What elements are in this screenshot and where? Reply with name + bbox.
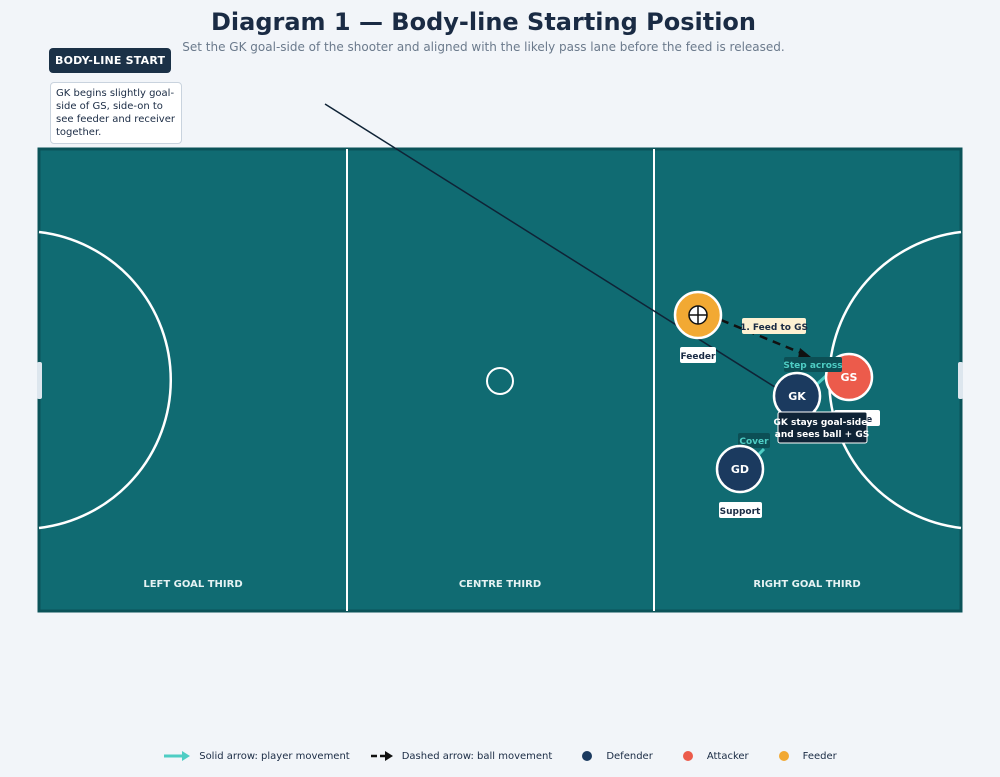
- gs-player-label: GS: [841, 371, 858, 384]
- solid-arrow-icon: [164, 751, 191, 761]
- legend-feeder-label: Feeder: [802, 750, 837, 762]
- gk-tag-line-2: and sees ball + GS: [775, 430, 869, 440]
- gk-tag-line-1: GK stays goal-side: [774, 418, 868, 428]
- legend-attacker-label: Attacker: [706, 750, 749, 762]
- callout-badge: BODY-LINE START: [49, 48, 172, 73]
- legend-ball-movement-label: Dashed arrow: ball movement: [401, 750, 553, 762]
- legend-defender-label: Defender: [606, 750, 653, 762]
- legend-defender: Defender: [572, 750, 653, 762]
- diagram-subtitle: Set the GK goal-side of the shooter and …: [182, 40, 785, 54]
- gk-player-label: GK: [788, 390, 806, 403]
- gd-player[interactable]: [715, 444, 765, 494]
- legend-player-movement: Solid arrow: player movement: [163, 750, 350, 762]
- ball-movement-arrow: [720, 318, 807, 357]
- ball-arrow-head: [798, 348, 811, 358]
- cover-annotation-box: [738, 433, 770, 448]
- attacker-dot-icon: [682, 751, 693, 761]
- centre-circle: [486, 367, 514, 395]
- gd-tag: Support: [720, 507, 761, 517]
- legend-player-movement-label: Solid arrow: player movement: [199, 750, 350, 762]
- third-label-left: LEFT GOAL THIRD: [143, 579, 242, 590]
- feeder-dot-icon: [778, 751, 789, 761]
- third-label-right: RIGHT GOAL THIRD: [753, 579, 860, 590]
- callout-note: GK begins slightly goal-side of GS, side…: [50, 82, 182, 144]
- legend-attacker: Attacker: [673, 751, 749, 762]
- legend: Solid arrow: player movement Dashed arro…: [0, 750, 1000, 762]
- feed-annotation-box: [742, 318, 806, 334]
- feed-annotation: 1. Feed to GS: [740, 323, 808, 333]
- feeder-tag-box: [680, 347, 716, 363]
- dashed-arrow-icon: [370, 751, 393, 761]
- gd-tag-box: [719, 502, 762, 518]
- third-label-centre: CENTRE THIRD: [459, 579, 541, 590]
- diagram-title: Diagram 1 — Body-line Starting Position: [210, 8, 757, 36]
- cover-annotation: Cover: [739, 437, 769, 447]
- step-annotation: Step across: [783, 361, 842, 371]
- feeder-tag: Feeder: [681, 352, 717, 362]
- defender-dot-icon: [582, 751, 593, 761]
- legend-ball-movement: Dashed arrow: ball movement: [370, 750, 553, 762]
- left-goal-circle: [38, 230, 172, 530]
- gk-tag: GK stays goal-side and sees ball + GS: [774, 418, 871, 440]
- step-annotation-box: [784, 357, 842, 372]
- right-goal-post: [958, 362, 963, 399]
- legend-feeder: Feeder: [769, 751, 837, 762]
- left-goal-post: [37, 362, 42, 399]
- gd-player-label: GD: [731, 463, 749, 476]
- callout-leader-line: [324, 103, 779, 390]
- gk-tag-box: [777, 411, 868, 444]
